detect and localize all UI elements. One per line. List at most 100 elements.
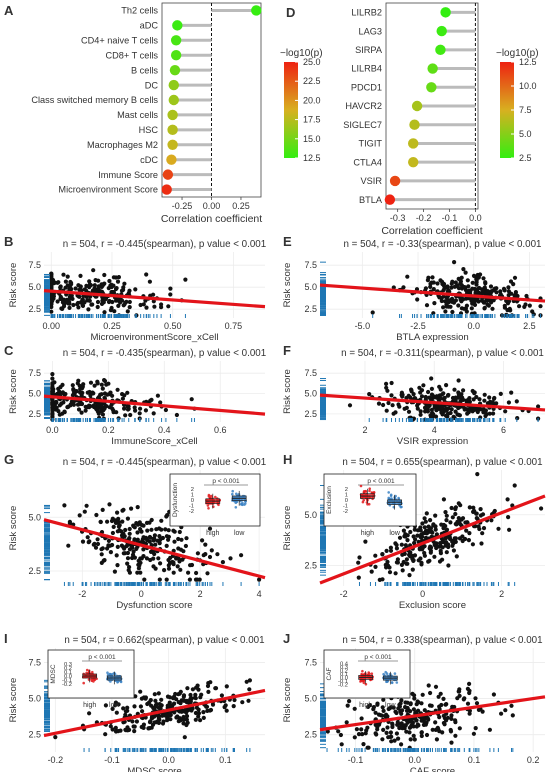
- x-axis-label: MDSC score: [127, 766, 181, 772]
- scatter-point: [410, 691, 415, 697]
- scatter-point: [175, 564, 180, 569]
- scatter-point: [457, 413, 462, 418]
- scatter-point: [479, 298, 484, 303]
- scatter-point: [92, 383, 97, 388]
- scatter-point: [356, 560, 361, 565]
- scatter-point: [506, 400, 511, 405]
- scatter-point: [428, 284, 433, 289]
- lollipop-point: [409, 119, 420, 130]
- scatter-point: [166, 537, 171, 542]
- scatter-point: [404, 729, 409, 734]
- inset-y-tick: -2: [189, 509, 194, 515]
- scatter-point: [152, 692, 157, 697]
- inset-y-tick: 0.3: [64, 662, 72, 668]
- scatter-point: [506, 515, 511, 520]
- scatter-point: [406, 393, 411, 398]
- scatter-point: [115, 510, 120, 515]
- scatter-point: [134, 719, 139, 724]
- scatter-point: [96, 411, 101, 416]
- scatter-point: [116, 702, 121, 707]
- scatter-point: [157, 702, 162, 707]
- category-label: VSIR: [361, 176, 383, 186]
- scatter-point: [472, 406, 477, 411]
- scatter-point: [180, 557, 185, 562]
- scatter-point: [465, 686, 470, 692]
- scatter-point: [344, 720, 349, 725]
- scatter-point: [213, 686, 218, 691]
- scatter-point: [425, 409, 430, 414]
- scatter-point: [82, 287, 87, 292]
- scatter-point: [220, 560, 225, 565]
- inset-jitter-point: [370, 672, 374, 675]
- inset-jitter-point: [372, 491, 376, 495]
- y-tick-label: 5.0: [28, 512, 41, 522]
- inset-y-label: Dysfunction: [172, 483, 179, 517]
- scatter-point: [198, 695, 203, 700]
- x-tick-label: 0: [420, 589, 425, 599]
- scatter-point: [89, 302, 94, 307]
- x-tick-label: 0.2: [527, 755, 540, 765]
- inset-jitter-point: [359, 680, 362, 683]
- scatter-point: [148, 719, 153, 724]
- scatter-point: [422, 525, 427, 530]
- scatter-point: [458, 522, 463, 527]
- scatter-point: [106, 299, 112, 305]
- inset-jitter-point: [389, 494, 393, 498]
- scatter-point: [103, 297, 108, 302]
- scatter-point: [491, 396, 497, 401]
- scatter-point: [418, 528, 423, 533]
- legend-tick-label: 20.0: [303, 95, 321, 105]
- scatter-point: [498, 391, 503, 396]
- scatter-point: [224, 708, 229, 713]
- inset-jitter-point: [85, 671, 88, 675]
- scatter-point: [67, 519, 72, 525]
- scatter-point: [122, 534, 127, 539]
- category-label: B cells: [131, 65, 158, 75]
- scatter-point: [71, 402, 76, 407]
- scatter-point: [129, 506, 134, 511]
- scatter-point: [198, 718, 203, 723]
- inset-jitter-point: [235, 500, 239, 504]
- scatter-point: [422, 516, 427, 521]
- scatter-point: [114, 410, 119, 415]
- scatter-point: [63, 285, 68, 290]
- scatter-point: [444, 518, 449, 523]
- scatter-point: [134, 546, 139, 552]
- scatter-point: [491, 692, 496, 697]
- scatter-point: [223, 703, 228, 708]
- scatter-point: [454, 554, 459, 559]
- scatter-point: [168, 717, 173, 722]
- scatter-point: [186, 699, 191, 704]
- scatter-point: [440, 730, 445, 735]
- scatter-point: [132, 405, 137, 410]
- x-axis-label: VSIR expression: [397, 436, 468, 447]
- scatter-point: [177, 691, 182, 696]
- scatter-point: [166, 563, 171, 568]
- scatter-point: [429, 386, 434, 391]
- scatter-point: [80, 384, 85, 389]
- x-axis-label: Correlation coefficient: [381, 225, 482, 237]
- scatter-point: [357, 555, 362, 560]
- scatter-point: [110, 299, 115, 305]
- scatter-point: [247, 687, 252, 692]
- scatter-point: [164, 577, 169, 582]
- scatter-point: [71, 302, 76, 308]
- scatter-point: [446, 392, 451, 398]
- regression-line: [43, 518, 266, 580]
- scatter-point: [60, 300, 65, 305]
- panel-letter: H: [283, 452, 292, 467]
- scatter-point: [116, 729, 121, 734]
- scatter-point: [487, 395, 492, 400]
- scatter-point: [395, 560, 400, 565]
- lollipop-point: [167, 124, 178, 136]
- scatter-point: [443, 413, 449, 418]
- scatter-point: [507, 527, 512, 532]
- scatter-point: [477, 285, 482, 291]
- scatter-point: [487, 411, 492, 416]
- scatter-point: [145, 701, 150, 707]
- scatter-point: [144, 305, 149, 310]
- scatter-point: [165, 718, 170, 723]
- scatter-point: [152, 533, 157, 538]
- lollipop-point: [168, 79, 179, 91]
